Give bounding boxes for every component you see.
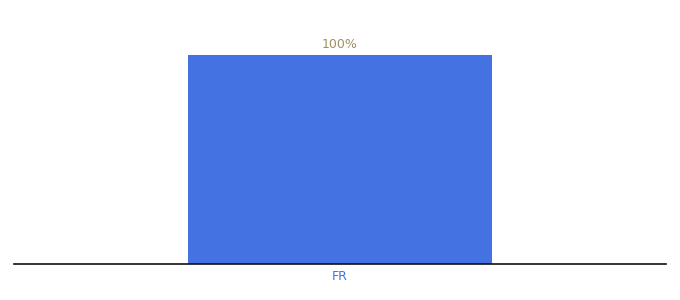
Bar bbox=[188, 55, 492, 264]
Text: 100%: 100% bbox=[322, 38, 358, 51]
